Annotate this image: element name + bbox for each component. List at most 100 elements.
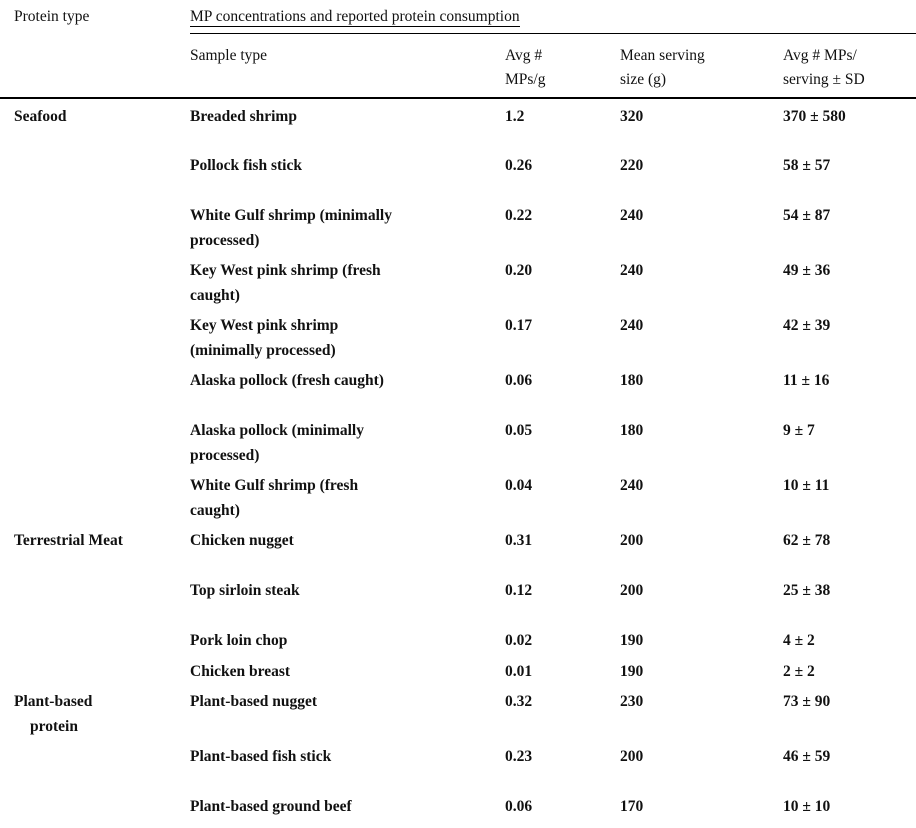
- avg-mps-per-g-cell: 0.32: [505, 693, 533, 710]
- mean-serving-size-cell: 180: [620, 422, 644, 439]
- avg-mps-per-g-cell: 0.06: [505, 372, 533, 389]
- avg-mps-per-serving-cell: 10 ± 10: [783, 798, 831, 815]
- header-row-columns: Sample type Avg # MPs/g Mean serving siz…: [0, 33, 916, 99]
- avg-mps-per-g-cell: 0.02: [505, 632, 533, 649]
- table-row: Seafood Breaded shrimp 1.2 320 370 ± 580: [0, 98, 916, 148]
- avg-mps-per-g-cell: 0.12: [505, 582, 533, 599]
- protein-type-cell: [0, 308, 190, 363]
- avg-mps-per-serving-cell: 46 ± 59: [783, 748, 831, 765]
- sample-type-cell: Alaska pollock (fresh caught): [190, 372, 384, 389]
- span-header-title: MP concentrations and reported protein c…: [190, 8, 520, 27]
- mean-serving-size-cell: 240: [620, 207, 644, 224]
- table-row: Key West pink shrimp (minimally processe…: [0, 308, 916, 363]
- table-row: Pollock fish stick 0.26 220 58 ± 57: [0, 148, 916, 198]
- mean-serving-size-cell: 200: [620, 532, 644, 549]
- span-header-cell: MP concentrations and reported protein c…: [190, 0, 916, 34]
- table-row: Key West pink shrimp (fresh caught) 0.20 2…: [0, 253, 916, 308]
- sample-type-cell: White Gulf shrimp (fresh caught): [190, 477, 359, 519]
- sample-type-cell: White Gulf shrimp (minimally processed): [190, 207, 392, 249]
- avg-mps-per-g-cell: 1.2: [505, 108, 525, 125]
- protein-type-label: Plant-based protein: [14, 693, 93, 735]
- protein-type-label: Terrestrial Meat: [14, 532, 123, 549]
- sample-type-cell: Pork loin chop: [190, 632, 288, 649]
- avg-mps-per-g-cell: 0.23: [505, 748, 533, 765]
- mean-serving-size-cell: 240: [620, 262, 644, 279]
- mean-serving-size-cell: 240: [620, 317, 644, 334]
- avg-mps-per-g-cell: 0.20: [505, 262, 533, 279]
- table-row: Plant-based ground beef 0.06 170 10 ± 10: [0, 789, 916, 828]
- avg-mps-per-serving-cell: 42 ± 39: [783, 317, 831, 334]
- protein-type-cell: [0, 148, 190, 198]
- avg-mps-per-g-cell: 0.22: [505, 207, 533, 224]
- col-header-avg-mps-per-serving: Avg # MPs/ serving ± SD: [783, 33, 916, 99]
- avg-mps-per-serving-cell: 9 ± 7: [783, 422, 815, 439]
- protein-type-cell: [0, 198, 190, 253]
- sample-type-cell: Top sirloin steak: [190, 582, 300, 599]
- avg-mps-per-g-cell: 0.05: [505, 422, 533, 439]
- col-header-avg-mps-per-g: Avg # MPs/g: [505, 33, 620, 99]
- table-header: Protein type MP concentrations and repor…: [0, 0, 916, 99]
- protein-type-label: Seafood: [14, 108, 67, 125]
- sample-type-cell: Key West pink shrimp (minimally processe…: [190, 317, 339, 359]
- sample-type-cell: Plant-based fish stick: [190, 748, 332, 765]
- protein-type-cell: [0, 363, 190, 413]
- avg-mps-per-g-cell: 0.17: [505, 317, 533, 334]
- table-row: White Gulf shrimp (minimally processed) 0…: [0, 198, 916, 253]
- avg-mps-per-serving-cell: 10 ± 11: [783, 477, 830, 494]
- col-header-mean-serving-size: Mean serving size (g): [620, 33, 783, 99]
- table-body: Seafood Breaded shrimp 1.2 320 370 ± 580 Poll…: [0, 98, 916, 828]
- avg-mps-per-serving-cell: 49 ± 36: [783, 262, 831, 279]
- mean-serving-size-cell: 180: [620, 372, 644, 389]
- avg-mps-per-serving-cell: 54 ± 87: [783, 207, 831, 224]
- table-row: Plant-based fish stick 0.23 200 46 ± 59: [0, 739, 916, 789]
- mean-serving-size-cell: 220: [620, 157, 644, 174]
- avg-mps-per-serving-cell: 4 ± 2: [783, 632, 815, 649]
- protein-type-cell: [0, 623, 190, 654]
- sample-type-cell: Plant-based ground beef: [190, 798, 352, 815]
- sample-type-cell: Plant-based nugget: [190, 693, 318, 710]
- col-header-protein-type: Protein type: [14, 8, 90, 25]
- avg-mps-per-g-cell: 0.04: [505, 477, 533, 494]
- mean-serving-size-cell: 200: [620, 582, 644, 599]
- sample-type-cell: Breaded shrimp: [190, 108, 297, 125]
- protein-type-cell: [0, 468, 190, 523]
- protein-type-cell: [0, 573, 190, 623]
- protein-type-cell: [0, 654, 190, 685]
- protein-type-cell: Seafood: [0, 98, 190, 148]
- sample-type-cell: Chicken nugget: [190, 532, 294, 549]
- mean-serving-size-cell: 170: [620, 798, 644, 815]
- avg-mps-per-serving-cell: 2 ± 2: [783, 662, 815, 680]
- avg-mps-per-serving-cell: 11 ± 16: [783, 372, 830, 389]
- sample-type-cell: Key West pink shrimp (fresh caught): [190, 262, 381, 304]
- avg-mps-per-serving-cell: 62 ± 78: [783, 532, 831, 549]
- mean-serving-size-cell: 230: [620, 693, 644, 710]
- table-row: Alaska pollock (minimally processed) 0.05…: [0, 413, 916, 468]
- table-row: Plant-based protein Plant-based nugget 0.3…: [0, 684, 916, 739]
- avg-mps-per-g-cell: 0.01: [505, 662, 533, 680]
- table-row: Chicken breast 0.01 190 2 ± 2: [0, 654, 916, 685]
- table-row: White Gulf shrimp (fresh caught) 0.04 240 1…: [0, 468, 916, 523]
- avg-mps-per-g-cell: 0.06: [505, 798, 533, 815]
- col-header-empty: [0, 33, 190, 99]
- avg-mps-per-serving-cell: 58 ± 57: [783, 157, 831, 174]
- sample-type-cell: Pollock fish stick: [190, 157, 302, 174]
- avg-mps-per-serving-cell: 370 ± 580: [783, 108, 846, 125]
- protein-type-cell: [0, 789, 190, 828]
- table-row: Alaska pollock (fresh caught) 0.06 180 11 ±…: [0, 363, 916, 413]
- header-row-span: Protein type MP concentrations and repor…: [0, 0, 916, 34]
- mean-serving-size-cell: 190: [620, 662, 644, 680]
- mean-serving-size-cell: 240: [620, 477, 644, 494]
- col-header-sample-type: Sample type: [190, 33, 505, 99]
- avg-mps-per-serving-cell: 73 ± 90: [783, 693, 831, 710]
- mean-serving-size-cell: 320: [620, 108, 644, 125]
- avg-mps-per-g-cell: 0.26: [505, 157, 533, 174]
- table-row: Terrestrial Meat Chicken nugget 0.31 200 62 …: [0, 523, 916, 573]
- sample-type-cell: Chicken breast: [190, 662, 291, 680]
- protein-type-cell: [0, 413, 190, 468]
- protein-type-cell: [0, 253, 190, 308]
- mean-serving-size-cell: 200: [620, 748, 644, 765]
- protein-type-cell: [0, 739, 190, 789]
- avg-mps-per-serving-cell: 25 ± 38: [783, 582, 831, 599]
